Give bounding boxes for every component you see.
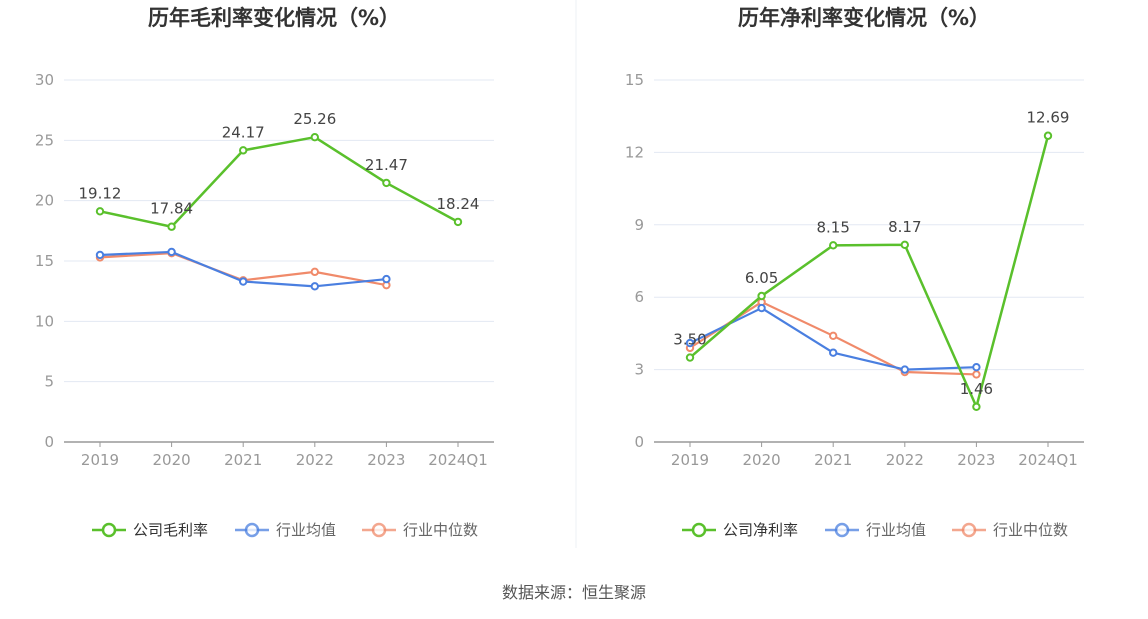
y-tick-label: 5	[44, 373, 54, 391]
chart-1: 历年毛利率变化情况（%） 0 5 10 15 20 25 30 2019 2020 2021 2022…	[35, 6, 494, 539]
data-label: 17.84	[150, 200, 193, 218]
data-point	[972, 370, 981, 379]
data-point	[829, 348, 838, 357]
legend-item: 公司毛利率	[92, 521, 208, 539]
data-point	[1043, 131, 1053, 140]
legend-label: 公司毛利率	[133, 521, 208, 539]
x-tick-label: 2024Q1	[1018, 451, 1078, 469]
legend-swatch-marker	[691, 522, 707, 538]
data-label: 8.15	[816, 218, 849, 236]
data-point	[685, 338, 695, 348]
y-tick-label: 30	[35, 71, 54, 89]
data-point	[900, 365, 909, 374]
x-tick-label: 2024Q1	[428, 451, 488, 469]
data-label: 12.69	[1027, 109, 1070, 127]
legend-label: 行业均值	[276, 521, 336, 539]
data-point	[829, 241, 838, 250]
data-label: 21.47	[365, 156, 408, 174]
legend-label: 行业中位数	[993, 521, 1068, 539]
data-point	[972, 402, 981, 411]
y-tick-label: 15	[625, 71, 644, 89]
y-tick-label: 15	[35, 252, 54, 270]
legend-item: 行业中位数	[952, 521, 1068, 539]
data-label: 3.50	[673, 331, 706, 349]
data-label: 8.17	[888, 218, 921, 236]
y-tick-label: 9	[634, 216, 644, 234]
data-point	[685, 353, 695, 362]
legend-item: 行业均值	[235, 521, 336, 539]
legend-item: 行业中位数	[362, 521, 478, 539]
data-point	[382, 274, 391, 284]
x-tick-label: 2019	[671, 451, 709, 469]
chart-2: 历年净利率变化情况（%） 0 3 6 9 12 15 2019 2020 2021 2022 2023…	[625, 6, 1084, 539]
data-point	[310, 267, 319, 277]
y-tick-label: 6	[634, 288, 644, 306]
data-point	[829, 331, 838, 341]
x-tick-label: 2020	[153, 451, 191, 469]
y-tick-label: 0	[634, 433, 644, 451]
data-point	[95, 207, 105, 216]
legend-swatch-marker	[101, 522, 117, 538]
data-point	[972, 362, 981, 372]
y-tick-label: 3	[634, 361, 644, 379]
y-tick-label: 20	[35, 192, 54, 210]
data-source-note: 数据来源：恒生聚源	[501, 583, 646, 602]
data-point	[382, 178, 391, 188]
series-line-company	[689, 135, 1050, 409]
chart-title: 历年净利率变化情况（%）	[738, 6, 990, 30]
data-label: 1.46	[960, 380, 993, 398]
x-tick-label: 2022	[886, 451, 924, 469]
series-line-company	[99, 135, 459, 228]
legend-swatch-marker	[371, 522, 387, 538]
data-point	[239, 146, 248, 155]
legend-label: 行业均值	[866, 521, 926, 539]
data-point	[453, 217, 463, 227]
legend-swatch-marker	[834, 522, 850, 538]
x-tick-label: 2023	[367, 451, 405, 469]
x-tick-label: 2021	[814, 451, 852, 469]
y-tick-label: 12	[625, 143, 644, 161]
y-tick-label: 0	[44, 433, 54, 451]
data-label: 25.26	[293, 110, 336, 128]
legend-swatch-marker	[244, 522, 260, 538]
data-point	[757, 291, 766, 301]
data-point	[167, 222, 176, 231]
legend-label: 行业中位数	[403, 521, 478, 539]
data-label: 19.12	[79, 184, 122, 202]
x-tick-label: 2019	[81, 451, 119, 469]
data-label: 24.17	[222, 123, 265, 141]
x-tick-label: 2021	[224, 451, 262, 469]
data-point	[310, 282, 319, 291]
data-point	[310, 132, 319, 142]
legend-item: 行业均值	[825, 521, 926, 539]
legend-label: 公司净利率	[723, 521, 798, 539]
data-point	[757, 303, 766, 313]
legend-item: 公司净利率	[682, 521, 798, 539]
x-tick-label: 2020	[743, 451, 781, 469]
data-point	[167, 247, 176, 257]
x-tick-label: 2022	[296, 451, 334, 469]
data-point	[95, 250, 105, 260]
legend-swatch-marker	[961, 522, 977, 538]
chart-title: 历年毛利率变化情况（%）	[148, 6, 400, 30]
data-label: 18.24	[437, 195, 480, 213]
x-tick-label: 2023	[957, 451, 995, 469]
data-label: 6.05	[745, 269, 778, 287]
y-tick-label: 25	[35, 131, 54, 149]
data-point	[900, 240, 909, 250]
data-point	[239, 277, 248, 286]
y-tick-label: 10	[35, 312, 54, 330]
